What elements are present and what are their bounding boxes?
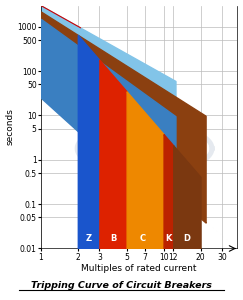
Text: K: K bbox=[165, 234, 171, 243]
Text: Z: Z bbox=[86, 234, 92, 243]
Y-axis label: seconds: seconds bbox=[6, 109, 15, 146]
Text: Tripping Curve of Circuit Breakers: Tripping Curve of Circuit Breakers bbox=[31, 280, 212, 290]
X-axis label: Multiples of rated current: Multiples of rated current bbox=[81, 264, 197, 273]
Text: D: D bbox=[183, 234, 191, 243]
Text: B: B bbox=[110, 234, 117, 243]
Text: C: C bbox=[139, 234, 145, 243]
